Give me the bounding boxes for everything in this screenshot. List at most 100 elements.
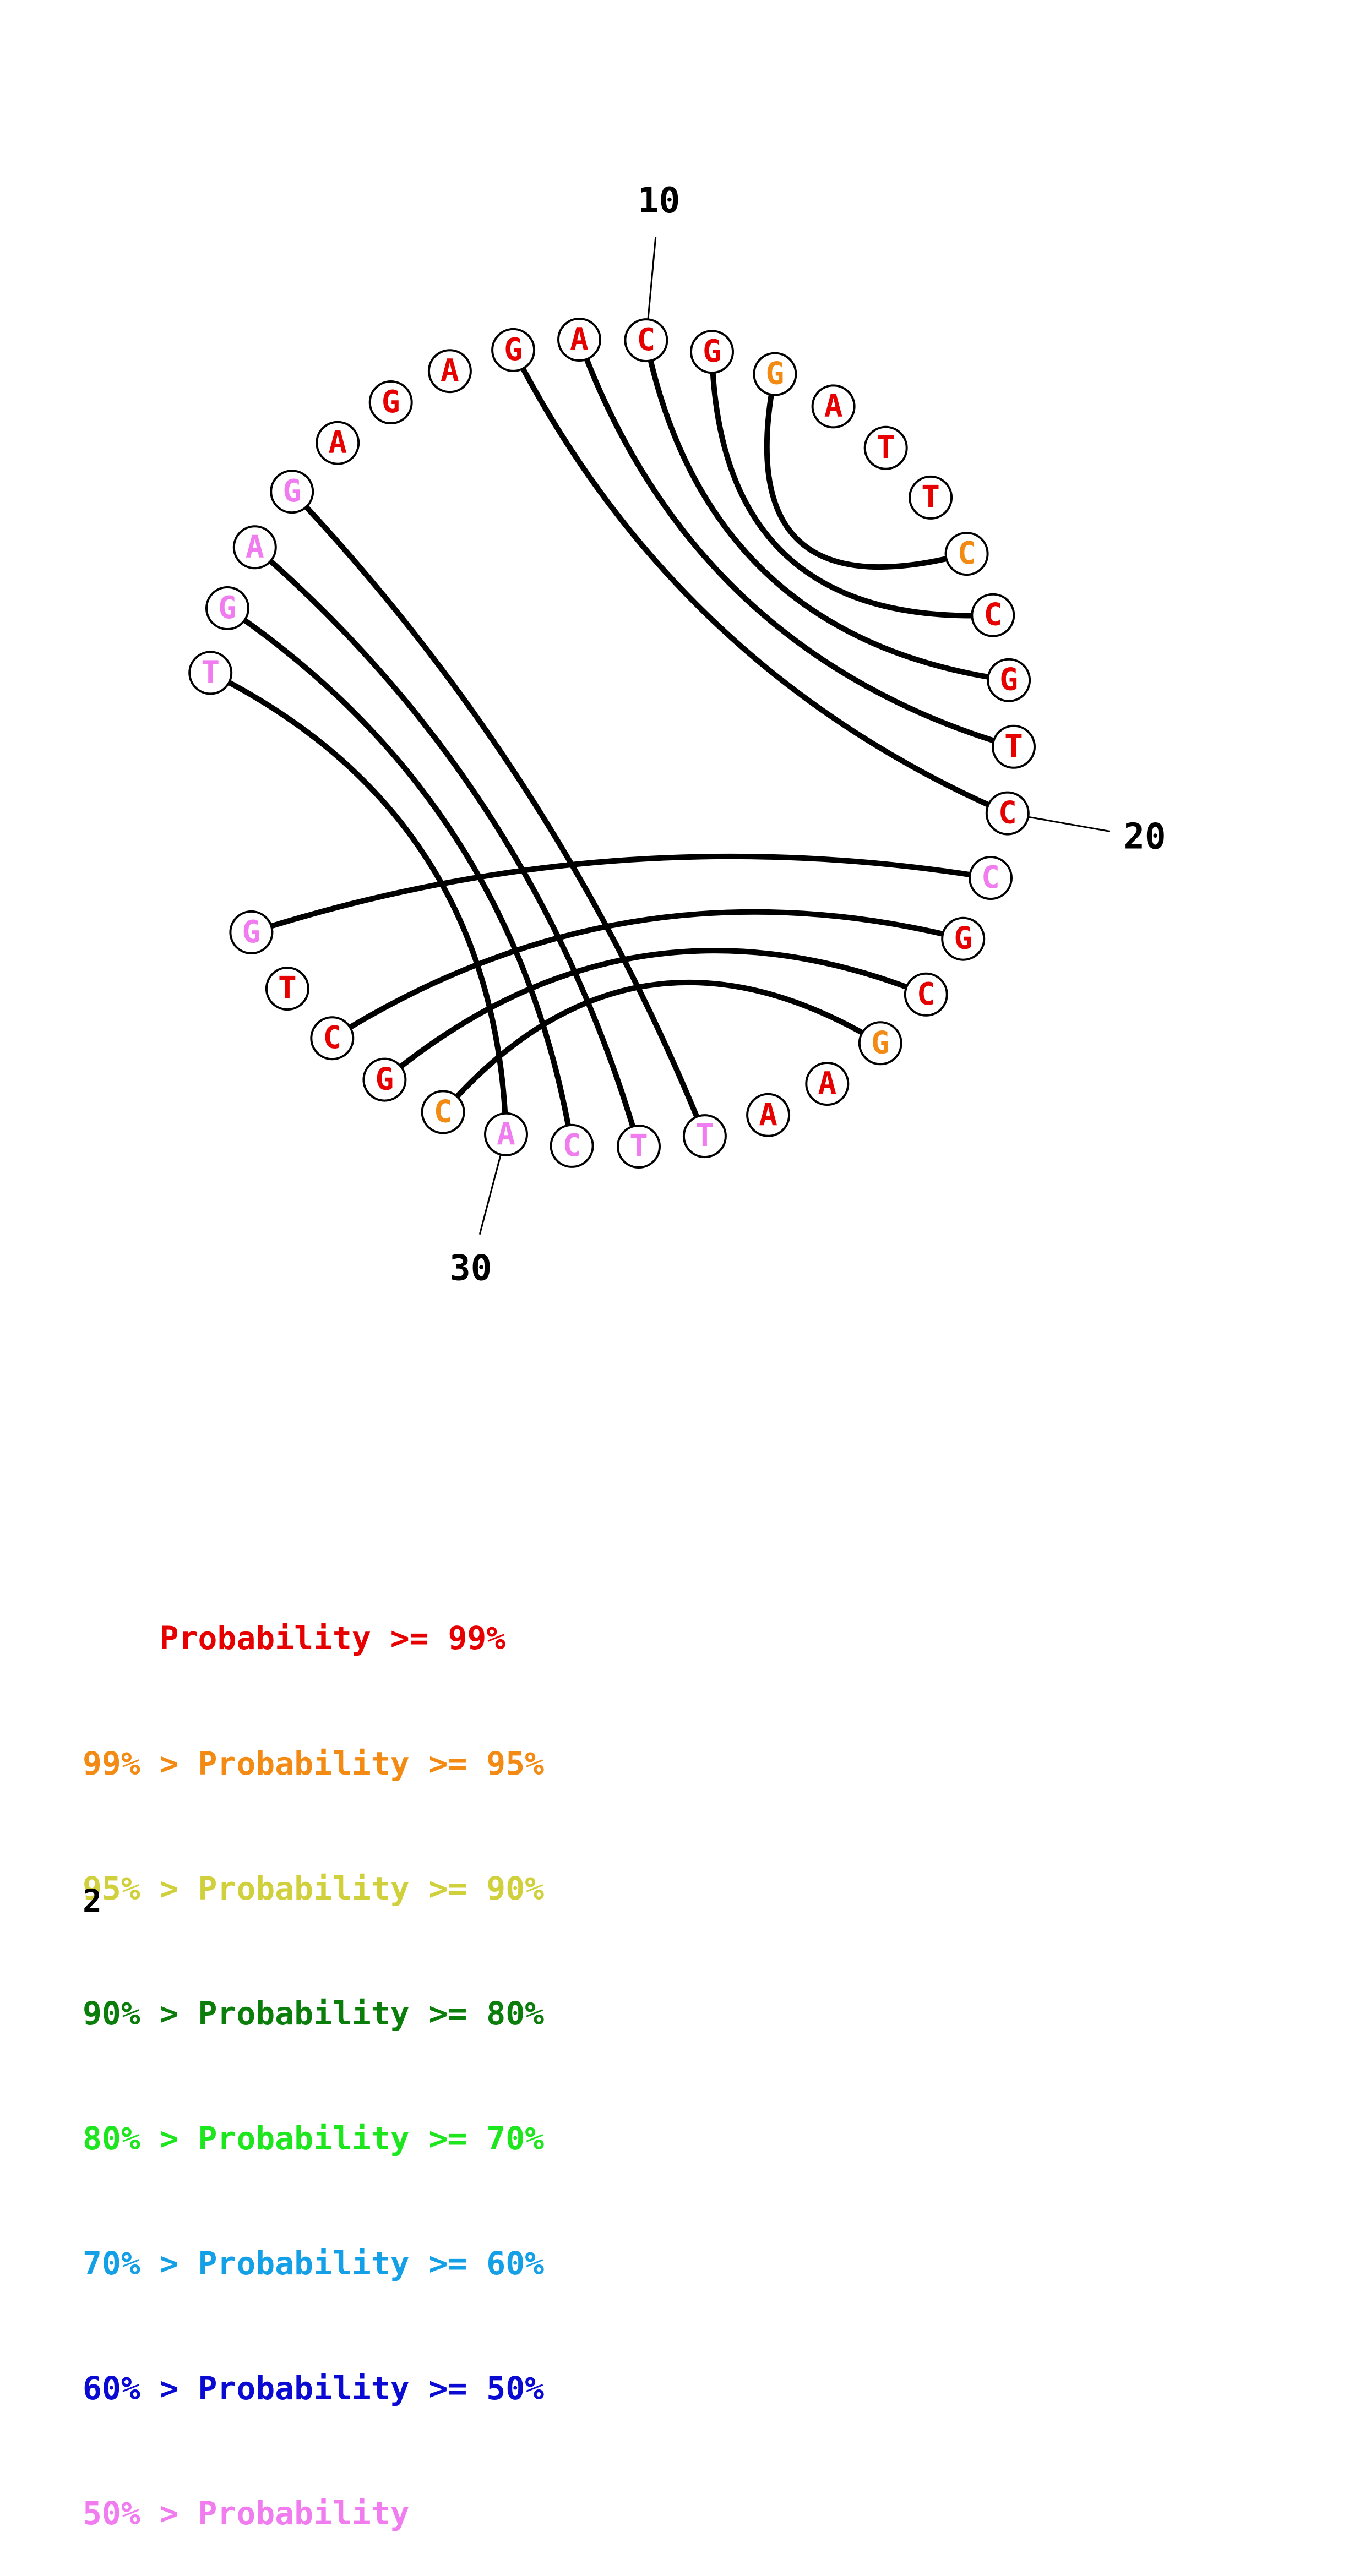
legend-row-90: 95% > Probability >= 90% bbox=[83, 1869, 545, 1907]
position-label-lines bbox=[478, 237, 1110, 1235]
nucleotide-1: T bbox=[188, 651, 233, 695]
position-label-20: 20 bbox=[1123, 817, 1166, 858]
nucleotide-circle bbox=[270, 470, 314, 514]
nucleotide-30: A bbox=[484, 1112, 528, 1156]
nucleotide-base: G bbox=[999, 662, 1018, 698]
nucleotide-circle bbox=[316, 421, 360, 465]
position-tick-20 bbox=[1028, 816, 1110, 832]
position-tick-30 bbox=[478, 1154, 502, 1235]
legend-row-80: 90% > Probability >= 80% bbox=[83, 1994, 545, 2032]
nucleotide-circle bbox=[904, 972, 948, 1017]
pair-line-12-16 bbox=[764, 373, 967, 570]
nucleotide-circle bbox=[550, 1123, 594, 1168]
nucleotide-18: G bbox=[987, 658, 1031, 702]
nucleotide-base: C bbox=[998, 795, 1017, 831]
nucleotide-23: C bbox=[904, 972, 948, 1017]
nucleotide-circle bbox=[421, 1090, 465, 1134]
position-tick-10 bbox=[647, 237, 657, 320]
nucleotide-circle bbox=[682, 1114, 727, 1159]
nucleotide-4: G bbox=[270, 470, 314, 514]
nucleotide-circle bbox=[805, 1062, 850, 1106]
nucleotide-circle bbox=[368, 380, 413, 424]
nucleotide-circle bbox=[557, 318, 601, 362]
nucleotide-base: T bbox=[921, 479, 940, 515]
nucleotide-base: A bbox=[246, 529, 264, 565]
nucleotide-28: T bbox=[617, 1125, 661, 1169]
nucleotide-14: T bbox=[863, 425, 908, 470]
nucleotide-base: C bbox=[323, 1020, 341, 1056]
nucleotide-base: C bbox=[917, 976, 936, 1012]
nucleotide-10: C bbox=[624, 318, 668, 363]
legend-row-60: 70% > Probability >= 60% bbox=[83, 2244, 545, 2282]
position-label-10: 10 bbox=[638, 181, 680, 221]
nucleotide-base: A bbox=[818, 1066, 836, 1101]
nucleotide-6: G bbox=[368, 380, 413, 424]
nucleotide-29: C bbox=[550, 1123, 594, 1168]
pair-line-11-17 bbox=[709, 352, 993, 619]
nucleotide-base: G bbox=[504, 332, 523, 368]
page-number: 2 bbox=[83, 1882, 102, 1920]
nucleotide-base: A bbox=[759, 1097, 777, 1133]
nucleotide-circle bbox=[205, 586, 249, 630]
legend-row-below-50: 50% > Probability bbox=[83, 2495, 410, 2533]
nucleotide-base: G bbox=[242, 914, 261, 950]
nucleotide-circle bbox=[969, 856, 1013, 900]
nucleotide-circle bbox=[690, 330, 734, 374]
nucleotide-32: G bbox=[362, 1057, 407, 1102]
nucleotide-base: T bbox=[201, 654, 220, 690]
pair-line-35-21 bbox=[250, 853, 991, 935]
nucleotide-base: G bbox=[376, 1062, 394, 1098]
nucleotide-16: C bbox=[944, 532, 989, 576]
nucleotide-base: A bbox=[441, 353, 459, 389]
nucleotide-circle bbox=[624, 318, 668, 363]
pair-line-2-29 bbox=[226, 605, 575, 1147]
nucleotide-base: A bbox=[570, 321, 589, 357]
pair-line-1-30 bbox=[209, 670, 509, 1134]
nucleotide-circle bbox=[992, 724, 1036, 769]
nucleotide-circle bbox=[909, 475, 953, 520]
nucleotide-base: A bbox=[824, 388, 843, 424]
position-labels: 10 20 30 bbox=[449, 181, 1166, 1289]
nucleotide-7: A bbox=[427, 349, 472, 394]
pair-line-9-19 bbox=[577, 339, 1015, 750]
nucleotide-13: A bbox=[811, 384, 856, 429]
nucleotide-base: G bbox=[218, 590, 237, 626]
nucleotide-base: C bbox=[434, 1094, 453, 1129]
nucleotide-5: A bbox=[316, 421, 360, 465]
nucleotide-base: G bbox=[871, 1025, 890, 1061]
nucleotide-circle bbox=[188, 651, 233, 695]
nucleotide-circle bbox=[232, 525, 277, 570]
nucleotide-base: A bbox=[328, 425, 347, 461]
nucleotide-circle bbox=[858, 1021, 902, 1066]
nucleotide-base: A bbox=[497, 1116, 515, 1152]
nucleotide-base: C bbox=[958, 536, 976, 571]
nucleotide-17: C bbox=[971, 593, 1015, 637]
nucleotide-base: C bbox=[637, 322, 656, 358]
nucleotide-circle bbox=[362, 1057, 407, 1102]
nucleotide-base: T bbox=[695, 1118, 714, 1154]
nucleotide-base: G bbox=[382, 384, 400, 420]
nucleotide-31: C bbox=[421, 1090, 465, 1134]
nucleotide-20: C bbox=[985, 791, 1030, 836]
nucleotide-base: T bbox=[1004, 729, 1023, 765]
nucleotide-24: G bbox=[858, 1021, 902, 1066]
nucleotide-base: G bbox=[703, 334, 721, 369]
pair-line-3-28 bbox=[253, 545, 641, 1148]
legend-row-70: 80% > Probability >= 70% bbox=[83, 2119, 545, 2157]
nucleotide-circle bbox=[753, 352, 797, 396]
nucleotide-25: A bbox=[805, 1062, 850, 1106]
nucleotide-15: T bbox=[909, 475, 953, 520]
nucleotide-base: G bbox=[766, 356, 785, 392]
nucleotide-35: G bbox=[229, 910, 274, 954]
pair-line-10-18 bbox=[643, 340, 1009, 683]
nucleotide-base: G bbox=[282, 473, 301, 509]
nucleotide-circle bbox=[265, 967, 309, 1011]
nucleotide-base: C bbox=[981, 860, 1000, 896]
nucleotide-circle bbox=[484, 1112, 528, 1156]
legend-row-95: 99% > Probability >= 95% bbox=[83, 1744, 545, 1782]
pair-line-32-23 bbox=[383, 948, 927, 1082]
nucleotide-8: G bbox=[491, 328, 536, 372]
pair-line-8-20 bbox=[510, 348, 1009, 816]
nucleotide-circle bbox=[985, 791, 1030, 836]
